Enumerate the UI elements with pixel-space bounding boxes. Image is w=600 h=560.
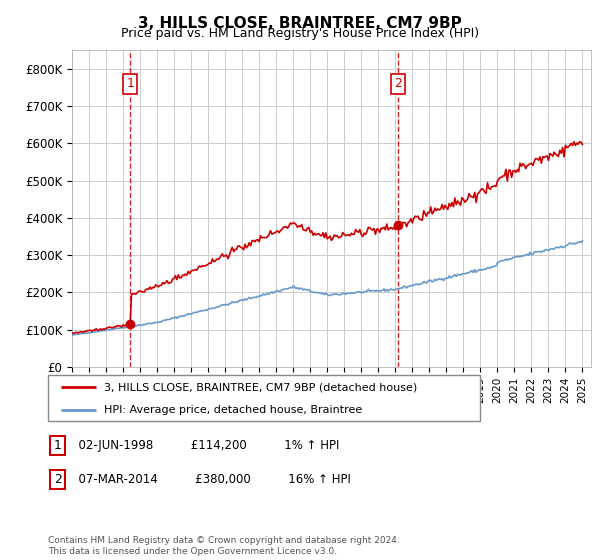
- FancyBboxPatch shape: [48, 375, 480, 421]
- Text: Contains HM Land Registry data © Crown copyright and database right 2024.
This d: Contains HM Land Registry data © Crown c…: [48, 536, 400, 556]
- Text: 02-JUN-1998          £114,200          1% ↑ HPI: 02-JUN-1998 £114,200 1% ↑ HPI: [71, 439, 339, 452]
- Text: 2: 2: [53, 473, 62, 486]
- Text: HPI: Average price, detached house, Braintree: HPI: Average price, detached house, Brai…: [104, 405, 362, 415]
- Text: 2: 2: [394, 77, 402, 90]
- FancyBboxPatch shape: [50, 436, 65, 455]
- Text: 1: 1: [53, 439, 62, 452]
- Text: 3, HILLS CLOSE, BRAINTREE, CM7 9BP (detached house): 3, HILLS CLOSE, BRAINTREE, CM7 9BP (deta…: [104, 382, 418, 392]
- FancyBboxPatch shape: [50, 470, 65, 489]
- Text: 07-MAR-2014          £380,000          16% ↑ HPI: 07-MAR-2014 £380,000 16% ↑ HPI: [71, 473, 350, 486]
- Text: 1: 1: [126, 77, 134, 90]
- Text: Price paid vs. HM Land Registry's House Price Index (HPI): Price paid vs. HM Land Registry's House …: [121, 27, 479, 40]
- Text: 3, HILLS CLOSE, BRAINTREE, CM7 9BP: 3, HILLS CLOSE, BRAINTREE, CM7 9BP: [138, 16, 462, 31]
